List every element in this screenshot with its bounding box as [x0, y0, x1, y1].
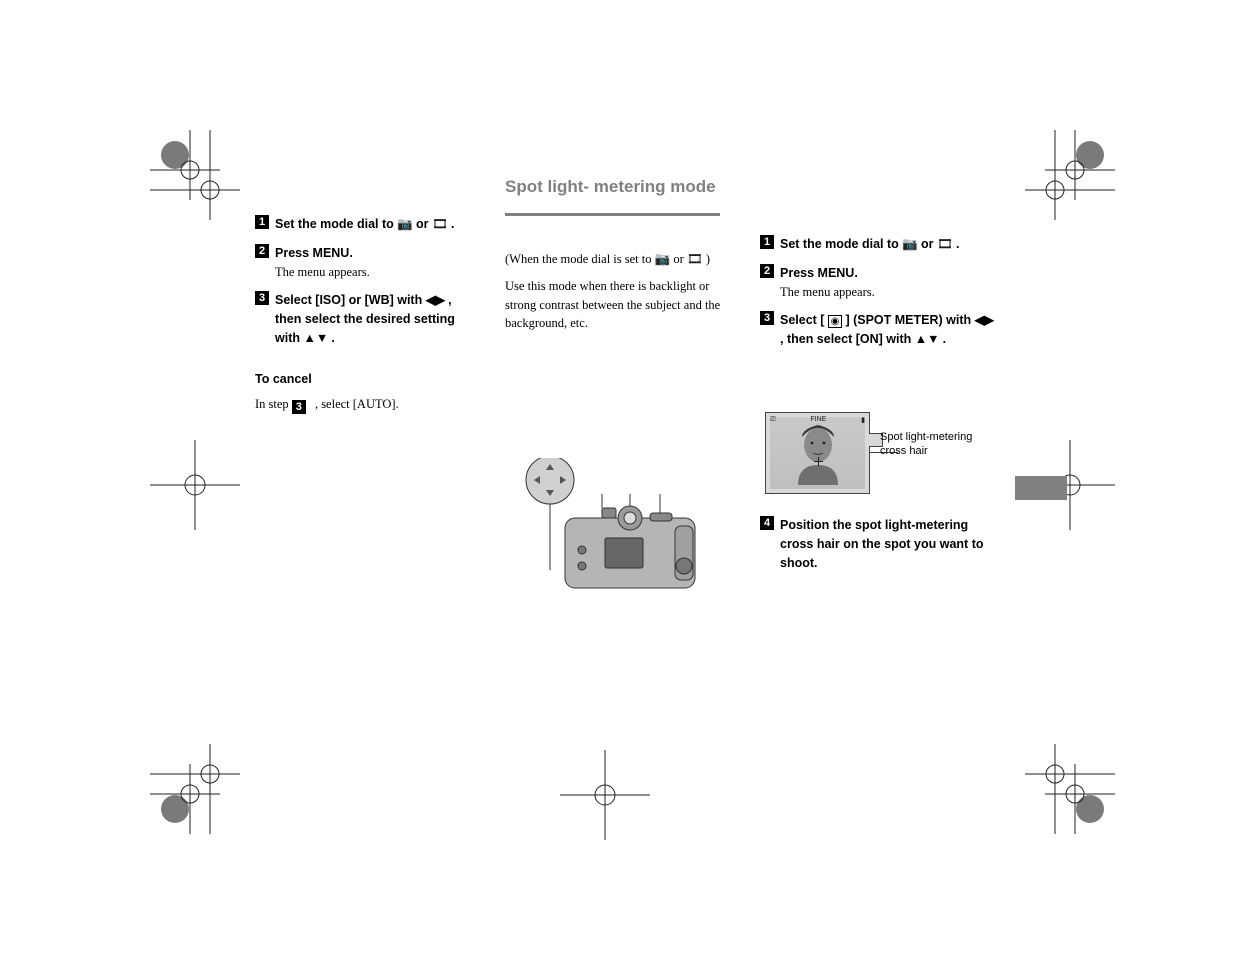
badge-right: ▮: [861, 416, 865, 424]
r-step1: Set the mode dial to: [780, 237, 902, 251]
cancel-body: , select [AUTO].: [315, 397, 399, 411]
page-edge-tab: [1015, 476, 1067, 500]
crop-mark-bl: [150, 744, 240, 834]
r-step-4: 4 Position the spot light-metering cross…: [760, 516, 995, 572]
step2-text: Press MENU.: [275, 246, 353, 260]
crop-mark-tr: [1025, 130, 1115, 220]
r-step-3: 3 Select [ ◉ ] (SPOT METER) with ◀▶ , th…: [760, 311, 995, 349]
step1-text: Set the mode dial to: [275, 217, 397, 231]
crosshair-icon: [814, 457, 823, 466]
section-heading-metering: Spot light- metering mode: [505, 177, 725, 197]
metering-intro: (When the mode dial is set to 📷 or 🎞 ) U…: [505, 250, 730, 333]
r-step3a: Select [: [780, 313, 824, 327]
r-step1-end: .: [956, 237, 959, 251]
right-steps: 1 Set the mode dial to 📷 or 🎞 . 2 Press …: [760, 235, 995, 359]
r-step3b: ] (SPOT METER) with: [845, 313, 974, 327]
up-down-icon: ▲▼: [915, 332, 940, 346]
left-right-icon: ◀▶: [426, 293, 445, 307]
cancel-body-pre: In step: [255, 397, 292, 411]
intro-para: Use this mode when there is backlight or…: [505, 277, 730, 333]
movie-icon: 🎞: [687, 252, 703, 266]
right-step-4: 4 Position the spot light-metering cross…: [760, 516, 995, 582]
step-2: 2 Press MENU. The menu appears.: [255, 244, 480, 282]
r-step2-after: The menu appears.: [780, 285, 875, 299]
r-step4-text: Position the spot light-metering cross h…: [780, 518, 984, 570]
step1-tail: or: [416, 217, 432, 231]
intro-end: ): [706, 252, 710, 266]
r-step-num-2-icon: 2: [760, 264, 774, 278]
lcd-sample: ⎚ FINE ▮: [765, 412, 870, 494]
camera-rear-illustration: [510, 458, 700, 608]
step1-end: .: [451, 217, 454, 231]
crop-mark-ml: [150, 440, 240, 530]
step-num-2-icon: 2: [255, 244, 269, 258]
r-step3c: , then select [ON] with: [780, 332, 915, 346]
heading-rule: [505, 213, 720, 216]
r-step-2: 2 Press MENU. The menu appears.: [760, 264, 995, 302]
crop-mark-br: [1025, 744, 1115, 834]
lcd-caption: Spot light-metering cross hair: [880, 430, 1020, 459]
still-icon: 📷: [655, 252, 671, 266]
badge-left: ⎚: [770, 416, 776, 424]
r-step-num-3-icon: 3: [760, 311, 774, 325]
lcd-caption-1: Spot light-metering: [880, 431, 972, 443]
r-step3d: .: [943, 332, 946, 346]
movie-icon: 🎞: [432, 217, 448, 231]
step-num-1-icon: 1: [255, 215, 269, 229]
still-icon: 📷: [902, 237, 918, 251]
step3a: Select [ISO] or [WB] with: [275, 293, 426, 307]
cancel-lead: To cancel: [255, 372, 312, 386]
step3c: .: [331, 331, 334, 345]
crop-mark-bc: [560, 750, 650, 840]
step-num-3-icon: 3: [255, 291, 269, 305]
face-portrait: [794, 423, 842, 485]
up-down-icon: ▲▼: [303, 331, 328, 345]
step-3: 3 Select [ISO] or [WB] with ◀▶ , then se…: [255, 291, 480, 347]
left-paragraph: To cancel In step 3 , select [AUTO].: [255, 370, 480, 414]
r-step-num-1-icon: 1: [760, 235, 774, 249]
left-steps: 1 Set the mode dial to 📷 or 🎞 . 2 Press …: [255, 215, 480, 358]
meter-icon: ◉: [828, 315, 843, 328]
r-step-1: 1 Set the mode dial to 📷 or 🎞 .: [760, 235, 995, 254]
movie-icon: 🎞: [937, 237, 953, 251]
r-step1-tail: or: [921, 237, 937, 251]
r-step-num-4-icon: 4: [760, 516, 774, 530]
step-1: 1 Set the mode dial to 📷 or 🎞 .: [255, 215, 480, 234]
step2-after: The menu appears.: [275, 265, 370, 279]
left-right-icon: ◀▶: [975, 313, 994, 327]
manual-page: Spot light- metering mode 1 Set the mode…: [0, 0, 1235, 954]
r-step2: Press MENU.: [780, 266, 858, 280]
lcd-caption-2: cross hair: [880, 445, 928, 457]
intro-line1: (When the mode dial is set to: [505, 252, 655, 266]
still-icon: 📷: [397, 217, 413, 231]
intro-tail: or: [673, 252, 687, 266]
crop-mark-tl: [150, 130, 240, 220]
inline-step-3-icon: 3: [292, 400, 306, 414]
